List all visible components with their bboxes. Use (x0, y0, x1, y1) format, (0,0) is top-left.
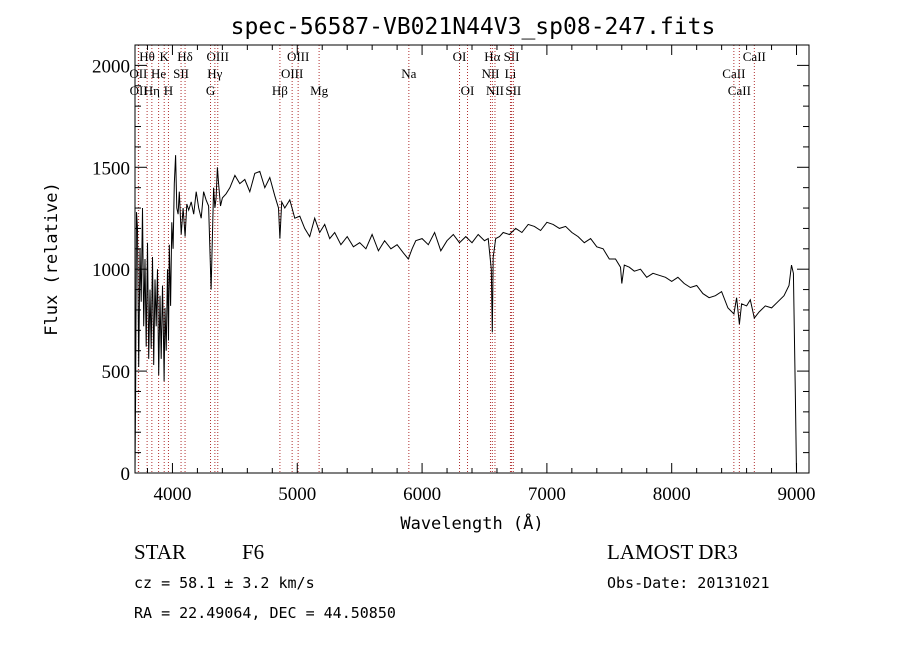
spectrum-line (134, 155, 797, 474)
line-marker-label: H (164, 83, 173, 98)
line-marker-label: CaII (743, 49, 766, 64)
line-marker-label: OIII (281, 66, 303, 81)
x-axis-label: Wavelength (Å) (400, 512, 543, 534)
object-class: STAR (134, 540, 186, 564)
x-tick-label: 5000 (278, 484, 316, 505)
spectral-subclass: F6 (242, 540, 265, 564)
axis-ticks: 4000 5000 6000 7000 8000 9000 0 500 1000 1500 2000 (92, 45, 816, 505)
line-marker-label: Hη (144, 83, 160, 98)
line-marker-label: Mg (310, 83, 329, 98)
line-marker-label: NII (481, 66, 499, 81)
line-marker-label: SII (505, 83, 521, 98)
line-marker-label: Na (401, 66, 416, 81)
line-marker-label: NII (486, 83, 504, 98)
line-marker-label: Hβ (272, 83, 288, 98)
y-tick-label: 1000 (92, 260, 130, 281)
x-tick-label: 7000 (528, 484, 566, 505)
coordinates: RA = 22.49064, DEC = 44.50850 (134, 604, 396, 622)
line-marker-label: K (160, 49, 170, 64)
y-axis-label: Flux (relative) (42, 182, 62, 336)
line-marker-label: Hγ (207, 66, 222, 81)
y-tick-label: 500 (102, 362, 131, 383)
line-marker-label: OII (129, 66, 147, 81)
obs-date: Obs-Date: 20131021 (607, 574, 770, 592)
line-marker-label: Hδ (177, 49, 193, 64)
line-marker-label: OI (453, 49, 467, 64)
line-marker-label: OII (130, 83, 148, 98)
line-marker-label: Hα (484, 49, 500, 64)
x-tick-label: 6000 (403, 484, 441, 505)
line-marker-label: SII (504, 49, 520, 64)
line-marker-label: CaII (728, 83, 751, 98)
line-marker-label: OIII (207, 49, 229, 64)
redshift-text: cz = 58.1 ± 3.2 km/s (134, 574, 315, 592)
line-marker-label: CaII (722, 66, 745, 81)
line-marker-label: SII (173, 66, 189, 81)
line-marker-label: He (151, 66, 166, 81)
line-marker-label: OI (461, 83, 475, 98)
line-marker-label: Hθ (139, 49, 155, 64)
survey-name: LAMOST DR3 (607, 540, 738, 564)
y-tick-label: 0 (121, 464, 131, 485)
plot-frame (134, 44, 810, 474)
x-tick-label: 9000 (778, 484, 816, 505)
x-tick-label: 8000 (653, 484, 691, 505)
line-marker-label: OIII (287, 49, 309, 64)
y-tick-label: 1500 (92, 158, 130, 179)
chart-title: spec-56587-VB021N44V3_sp08-247.fits (231, 14, 716, 40)
line-marker-label: G (206, 83, 215, 98)
line-marker-label: Li (505, 66, 517, 81)
x-tick-label: 4000 (153, 484, 191, 505)
y-tick-label: 2000 (92, 56, 130, 77)
